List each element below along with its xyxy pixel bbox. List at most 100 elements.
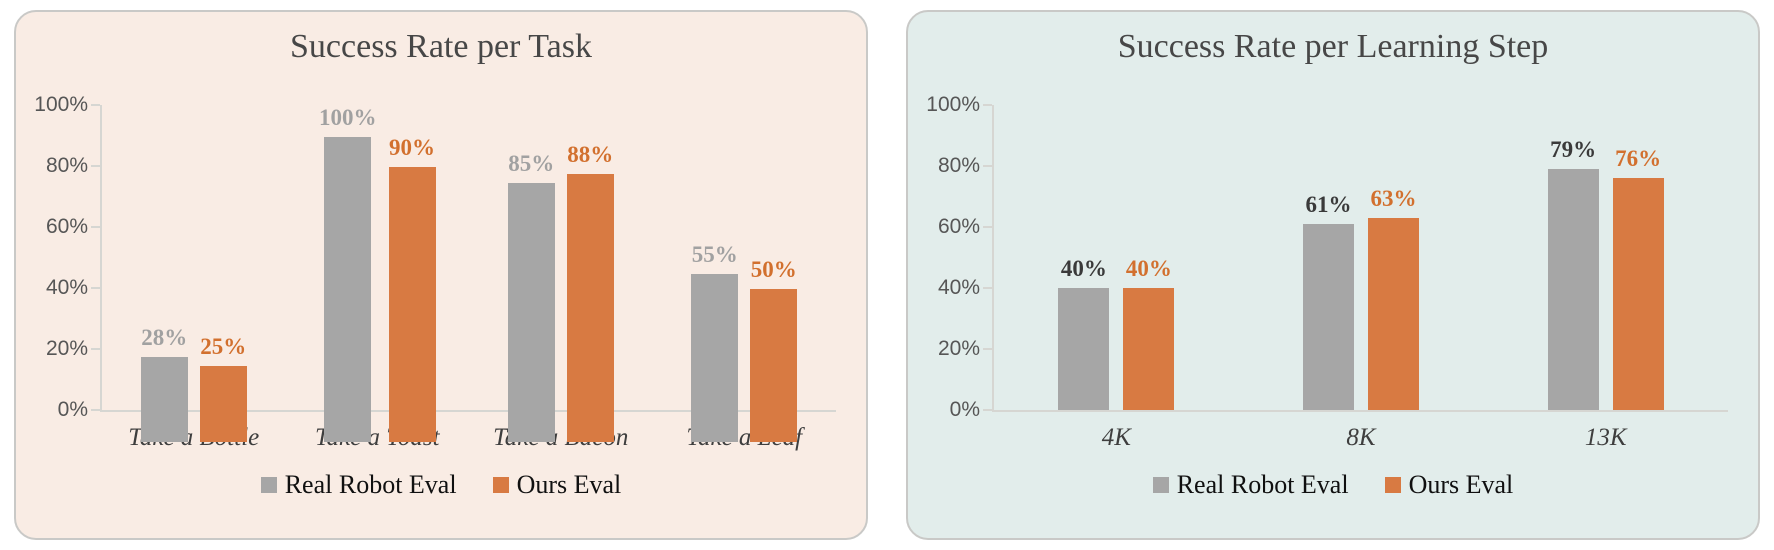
bar-value-label: 90% bbox=[389, 134, 435, 160]
y-tick-label: 20% bbox=[937, 336, 980, 360]
y-tick-mark bbox=[91, 408, 100, 411]
legend-label: Real Robot Eval bbox=[284, 469, 457, 499]
bar-value-label: 61% bbox=[1305, 191, 1352, 217]
y-tick-mark bbox=[983, 286, 992, 289]
bar bbox=[388, 166, 436, 442]
bar bbox=[750, 288, 798, 442]
legend-item: Real Robot Eval bbox=[1152, 469, 1349, 500]
legend-swatch bbox=[260, 476, 277, 493]
y-tick-label: 80% bbox=[45, 153, 88, 177]
legend-item: Ours Eval bbox=[1384, 469, 1514, 500]
plot-area: 28% 25% 100% 90% 85% 88% 55% 50% bbox=[91, 103, 836, 442]
bar bbox=[324, 136, 372, 442]
bar bbox=[1058, 287, 1110, 410]
y-tick-label: 20% bbox=[45, 336, 88, 360]
x-category-label: 13K bbox=[1584, 423, 1627, 451]
legend-label: Ours Eval bbox=[1408, 469, 1514, 499]
y-tick-mark bbox=[983, 164, 992, 167]
bar-value-label: 40% bbox=[1125, 255, 1172, 281]
bar-value-label: 50% bbox=[750, 256, 797, 282]
bar bbox=[1547, 168, 1599, 410]
y-tick-label: 100% bbox=[926, 92, 980, 116]
bar-group: 28% 25% bbox=[102, 325, 286, 442]
plot-wrap: 28% 25% 100% 90% 85% 88% 55% 50% Take a Bottle T… bbox=[91, 103, 836, 452]
bar-unit: 76% bbox=[1612, 145, 1664, 410]
chart-panel-success-rate-per-learning-step: Success Rate per Learning Step 0% 20% 40% 6… bbox=[906, 10, 1760, 540]
legend-swatch bbox=[1152, 476, 1169, 493]
y-tick-mark bbox=[91, 103, 100, 106]
y-tick-mark bbox=[983, 103, 992, 106]
bar-value-label: 79% bbox=[1550, 136, 1597, 162]
y-tick-label: 0% bbox=[949, 397, 980, 421]
bar bbox=[1123, 287, 1175, 410]
y-axis: 0% 20% 40% 60% 80% 100% bbox=[922, 93, 992, 421]
bar bbox=[1367, 217, 1419, 410]
y-tick-label: 60% bbox=[45, 214, 88, 238]
y-tick-mark bbox=[91, 225, 100, 228]
bar-unit: 61% bbox=[1302, 191, 1354, 410]
legend-swatch bbox=[1384, 476, 1401, 493]
bar-unit: 100% bbox=[319, 105, 377, 442]
bar-group: 61% 63% bbox=[1239, 186, 1484, 410]
bar-value-label: 55% bbox=[691, 241, 738, 267]
y-tick-mark bbox=[983, 408, 992, 411]
y-tick-mark bbox=[91, 286, 100, 289]
y-tick-label: 40% bbox=[45, 275, 88, 299]
legend-label: Real Robot Eval bbox=[1176, 469, 1349, 499]
bar-unit: 79% bbox=[1547, 136, 1599, 410]
bar-unit: 40% bbox=[1123, 255, 1175, 410]
plot-wrap: 40% 40% 61% 63% 79% 76% 4K 8K 13K bbox=[983, 103, 1728, 452]
bar bbox=[507, 182, 555, 442]
y-tick-mark bbox=[983, 225, 992, 228]
y-tick-label: 0% bbox=[57, 397, 88, 421]
legend: Real Robot Eval Ours Eval bbox=[16, 470, 866, 500]
bar-unit: 40% bbox=[1058, 255, 1110, 410]
bar-value-label: 85% bbox=[508, 150, 555, 176]
chart-body: 0% 20% 40% 60% 80% 100% 40% 40% 61% 63% 79% 76% 4K… bbox=[908, 93, 1758, 452]
legend-item: Ours Eval bbox=[492, 469, 622, 500]
y-axis: 0% 20% 40% 60% 80% 100% bbox=[30, 93, 100, 421]
bar-value-label: 40% bbox=[1060, 255, 1107, 281]
y-tick-label: 100% bbox=[34, 92, 88, 116]
legend-label: Ours Eval bbox=[516, 469, 622, 499]
bar-value-label: 100% bbox=[319, 104, 377, 130]
bar-group: 79% 76% bbox=[1483, 137, 1728, 410]
bar-value-label: 63% bbox=[1370, 185, 1417, 211]
bar-unit: 50% bbox=[750, 256, 798, 442]
chart-body: 0% 20% 40% 60% 80% 100% 28% 25% 100% 90% 85% 88% 55… bbox=[16, 93, 866, 452]
x-category-label: 4K bbox=[1101, 423, 1131, 451]
bar-group: 85% 88% bbox=[469, 142, 653, 442]
x-axis-labels: 4K 8K 13K bbox=[992, 424, 1728, 452]
plot-area: 40% 40% 61% 63% 79% 76% bbox=[983, 103, 1728, 412]
bar-unit: 90% bbox=[388, 134, 436, 442]
legend-swatch bbox=[492, 476, 509, 493]
bar bbox=[140, 356, 188, 442]
bar-value-label: 25% bbox=[200, 333, 247, 359]
x-category-label: 8K bbox=[1346, 423, 1376, 451]
bar-unit: 55% bbox=[691, 241, 739, 442]
bar-value-label: 28% bbox=[141, 324, 188, 350]
bar-value-label: 88% bbox=[567, 141, 614, 167]
chart-panel-success-rate-per-task: Success Rate per Task 0% 20% 40% 60% 80% 100%… bbox=[14, 10, 868, 540]
y-tick-label: 80% bbox=[937, 153, 980, 177]
y-tick-label: 60% bbox=[937, 214, 980, 238]
bar-unit: 28% bbox=[140, 324, 188, 442]
bar-value-label: 76% bbox=[1615, 145, 1662, 171]
bar-unit: 88% bbox=[566, 141, 614, 442]
y-tick-mark bbox=[983, 347, 992, 350]
y-tick-mark bbox=[91, 164, 100, 167]
chart-title: Success Rate per Learning Step bbox=[1117, 28, 1549, 65]
bar bbox=[566, 173, 614, 442]
bar bbox=[199, 365, 247, 442]
bar-unit: 25% bbox=[199, 333, 247, 442]
bar bbox=[1612, 177, 1664, 410]
legend: Real Robot Eval Ours Eval bbox=[908, 470, 1758, 500]
chart-title: Success Rate per Task bbox=[290, 28, 592, 65]
bar-unit: 63% bbox=[1367, 185, 1419, 410]
bar-group: 40% 40% bbox=[994, 256, 1239, 410]
legend-item: Real Robot Eval bbox=[260, 469, 457, 500]
bar bbox=[691, 273, 739, 442]
y-tick-label: 40% bbox=[937, 275, 980, 299]
bar-group: 100% 90% bbox=[286, 105, 470, 442]
